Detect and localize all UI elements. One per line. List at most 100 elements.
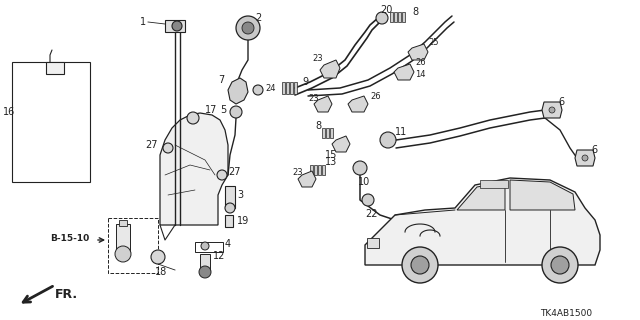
Text: 8: 8: [412, 7, 418, 17]
Text: 27: 27: [228, 167, 241, 177]
Bar: [326, 128, 329, 138]
Text: 5: 5: [220, 105, 227, 115]
Bar: [225, 215, 233, 227]
Circle shape: [253, 85, 263, 95]
Polygon shape: [228, 78, 248, 104]
Circle shape: [236, 16, 260, 40]
Text: 26: 26: [370, 92, 381, 100]
Text: 8: 8: [315, 121, 321, 131]
Bar: [108, 218, 158, 273]
Circle shape: [376, 12, 388, 24]
Bar: [165, 20, 185, 32]
Bar: [480, 180, 508, 188]
Bar: [12, 62, 90, 182]
Bar: [119, 220, 127, 226]
Text: 25: 25: [428, 37, 438, 46]
Circle shape: [115, 246, 131, 262]
Text: 3: 3: [237, 190, 243, 200]
Polygon shape: [332, 136, 350, 152]
Text: 23: 23: [308, 93, 319, 102]
Circle shape: [201, 242, 209, 250]
Circle shape: [172, 21, 182, 31]
Circle shape: [402, 247, 438, 283]
Text: 21: 21: [528, 187, 540, 197]
Text: 22: 22: [365, 209, 378, 219]
Bar: [294, 82, 297, 94]
Text: 20: 20: [380, 5, 392, 15]
Bar: [394, 12, 397, 22]
Text: 26: 26: [415, 58, 426, 67]
Circle shape: [217, 170, 227, 180]
Polygon shape: [510, 180, 575, 210]
Circle shape: [187, 112, 199, 124]
Bar: [282, 82, 285, 94]
Text: B-15-10: B-15-10: [50, 234, 89, 243]
Polygon shape: [575, 150, 595, 166]
Text: 11: 11: [395, 127, 407, 137]
Polygon shape: [22, 65, 82, 175]
Text: 23: 23: [292, 167, 303, 177]
Bar: [116, 224, 130, 254]
Circle shape: [411, 256, 429, 274]
Polygon shape: [320, 60, 340, 78]
Circle shape: [242, 22, 254, 34]
Bar: [225, 186, 235, 208]
Text: FR.: FR.: [55, 289, 78, 301]
Text: 17: 17: [205, 105, 218, 115]
Text: 13: 13: [325, 157, 337, 167]
Polygon shape: [314, 96, 332, 112]
Text: 27: 27: [145, 140, 157, 150]
Polygon shape: [394, 64, 414, 80]
Circle shape: [151, 250, 165, 264]
Text: 18: 18: [155, 267, 167, 277]
Text: 10: 10: [358, 177, 371, 187]
Text: 1: 1: [140, 17, 146, 27]
Text: 7: 7: [218, 75, 224, 85]
Circle shape: [542, 247, 578, 283]
Text: 12: 12: [213, 251, 225, 261]
Bar: [330, 128, 333, 138]
Circle shape: [380, 132, 396, 148]
Circle shape: [582, 155, 588, 161]
Text: 14: 14: [415, 69, 426, 78]
Text: 6: 6: [591, 145, 597, 155]
Circle shape: [551, 256, 569, 274]
Bar: [200, 254, 210, 272]
Text: 2: 2: [255, 13, 261, 23]
Text: 19: 19: [237, 216, 249, 226]
Polygon shape: [365, 178, 600, 265]
Text: 15: 15: [325, 150, 337, 160]
Polygon shape: [408, 44, 428, 60]
Bar: [314, 165, 317, 175]
Polygon shape: [160, 113, 228, 225]
Bar: [367, 238, 379, 248]
Text: TK4AB1500: TK4AB1500: [540, 308, 592, 317]
Bar: [390, 12, 393, 22]
Bar: [322, 165, 325, 175]
Circle shape: [353, 161, 367, 175]
Text: 16: 16: [3, 107, 15, 117]
Circle shape: [199, 266, 211, 278]
Bar: [46, 62, 64, 74]
Bar: [398, 12, 401, 22]
Bar: [322, 128, 325, 138]
Circle shape: [163, 143, 173, 153]
Text: 24: 24: [265, 84, 275, 92]
Circle shape: [230, 106, 242, 118]
Bar: [290, 82, 293, 94]
Bar: [402, 12, 405, 22]
Text: 9: 9: [302, 77, 308, 87]
Polygon shape: [542, 102, 562, 118]
Bar: [286, 82, 289, 94]
Circle shape: [225, 203, 235, 213]
Text: 6: 6: [558, 97, 564, 107]
Text: 4: 4: [225, 239, 231, 249]
Polygon shape: [348, 96, 368, 112]
Polygon shape: [457, 182, 505, 210]
Polygon shape: [298, 171, 316, 187]
Bar: [195, 242, 223, 252]
Bar: [318, 165, 321, 175]
Circle shape: [362, 194, 374, 206]
Circle shape: [549, 107, 555, 113]
Text: 23: 23: [312, 53, 323, 62]
